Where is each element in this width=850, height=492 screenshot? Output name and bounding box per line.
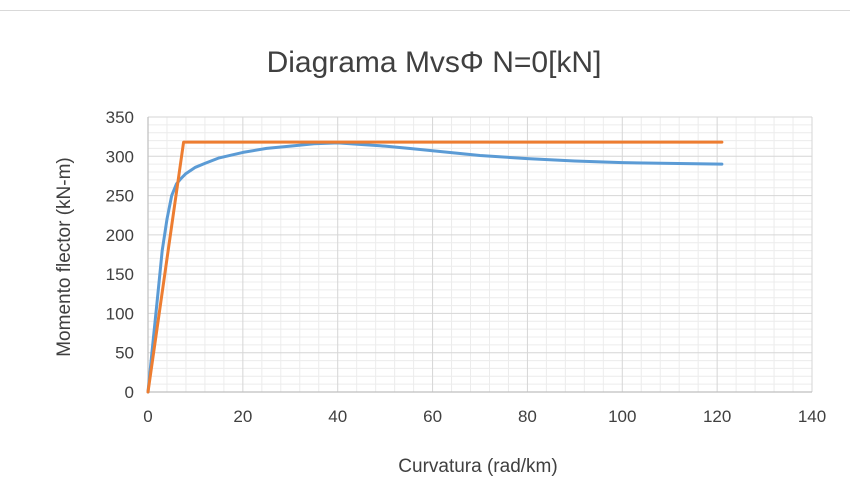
x-tick-label: 120 <box>703 407 731 426</box>
x-tick-label: 0 <box>143 407 152 426</box>
y-tick-label: 350 <box>106 108 134 127</box>
chart-title: Diagrama MvsΦ N=0[kN] <box>267 46 602 79</box>
minor-gridlines <box>148 117 812 392</box>
x-tick-label: 40 <box>328 407 347 426</box>
series-layer <box>146 140 724 394</box>
x-tick-label: 60 <box>423 407 442 426</box>
series-line-2 <box>146 140 724 394</box>
x-tick-label: 20 <box>233 407 252 426</box>
series-line-1 <box>146 141 724 394</box>
major-gridlines <box>147 116 813 393</box>
y-tick-label: 100 <box>106 304 134 323</box>
y-tick-label: 50 <box>115 344 134 363</box>
y-tick-label: 300 <box>106 147 134 166</box>
y-tick-label: 250 <box>106 187 134 206</box>
y-axis-title: Momento flector (kN-m) <box>54 157 75 357</box>
x-tick-label: 80 <box>518 407 537 426</box>
top-divider <box>0 10 850 11</box>
y-tick-label: 0 <box>125 383 134 402</box>
x-tick-label: 100 <box>608 407 636 426</box>
y-tick-labels: 0 50 100 150 200 250 300 350 <box>106 108 134 402</box>
x-tick-label: 140 <box>798 407 826 426</box>
x-tick-labels: 0 20 40 60 80 100 120 140 <box>143 407 826 426</box>
y-tick-label: 200 <box>106 226 134 245</box>
axes <box>147 117 812 393</box>
y-tick-label: 150 <box>106 265 134 284</box>
x-axis-title: Curvatura (rad/km) <box>398 456 557 477</box>
